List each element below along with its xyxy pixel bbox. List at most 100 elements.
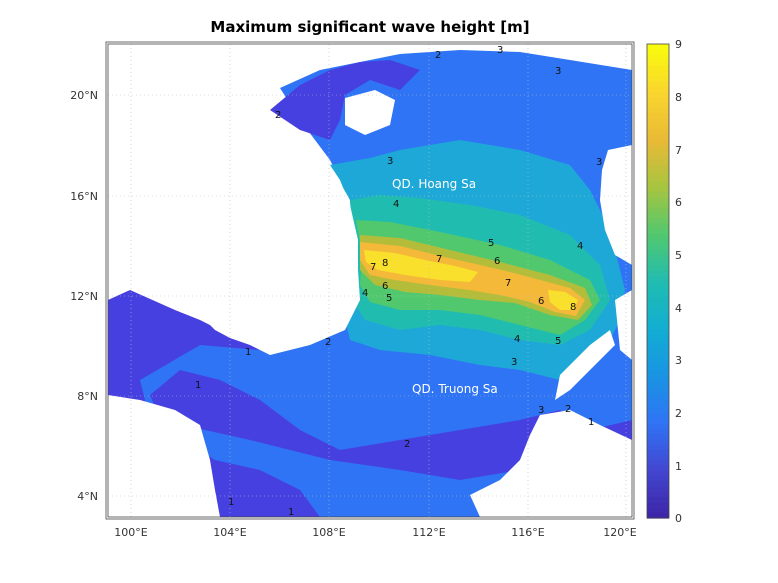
colorbar-cell [647, 386, 669, 393]
contour-label: 2 [275, 110, 281, 121]
colorbar-tick-label: 8 [675, 91, 682, 104]
colorbar-cell [647, 396, 669, 403]
colorbar-cell [647, 365, 669, 372]
colorbar-ticks: 0 1 2 3 4 5 6 7 8 9 [675, 38, 682, 525]
colorbar-tick-label: 1 [675, 460, 682, 473]
colorbar-cell [647, 439, 669, 445]
contour-label: 4 [393, 199, 399, 210]
colorbar-cell [647, 323, 669, 329]
colorbar-cell [647, 317, 669, 324]
colorbar-cell [647, 475, 669, 482]
colorbar-cell [647, 86, 669, 92]
colorbar-cell [647, 259, 669, 266]
colorbar-cell [647, 286, 669, 293]
contour-label: 1 [195, 380, 201, 391]
frame-inner [107, 43, 633, 518]
colorbar-tick-label: 7 [675, 144, 682, 157]
colorbar-cell [647, 49, 669, 56]
colorbar-cell [647, 96, 669, 103]
contour-label: 5 [555, 336, 561, 347]
land-china-south [300, 44, 632, 70]
land-hainan [345, 90, 395, 135]
colorbar-cell [647, 407, 669, 414]
contour-label: 6 [382, 281, 388, 292]
colorbar-cell [647, 75, 669, 82]
contour-label: 7 [505, 278, 511, 289]
colorbar-cell [647, 433, 669, 440]
colorbar-cell [647, 302, 669, 308]
colorbar-cell [647, 360, 669, 366]
colorbar-cell [647, 196, 669, 203]
contour-label: 4 [514, 334, 520, 345]
colorbar-cell [647, 228, 669, 235]
colorbar-cell [647, 44, 669, 50]
contour-label: 2 [404, 439, 410, 450]
colorbar-cell [647, 333, 669, 340]
x-tick-label: 100°E [114, 526, 147, 539]
colorbar-cell [647, 275, 669, 282]
contour-label: 1 [288, 507, 294, 518]
y-tick-label: 12°N [70, 290, 98, 303]
colorbar-cell [647, 233, 669, 240]
colorbar-cells [647, 44, 669, 519]
land-malay-peninsula [108, 395, 220, 517]
land-luzon [600, 145, 632, 265]
contour-label: 7 [370, 262, 376, 273]
colorbar-tick-label: 5 [675, 249, 682, 262]
colorbar-cell [647, 291, 669, 298]
contour-label: 8 [382, 258, 388, 269]
contour-label: 3 [538, 405, 544, 416]
colorbar-cell [647, 491, 669, 498]
colorbar-cell [647, 354, 669, 361]
contour-label: 2 [435, 50, 441, 61]
colorbar-cell [647, 123, 669, 129]
contour-label: 6 [494, 256, 500, 267]
contour-fill-8b [548, 290, 578, 310]
colorbar-cell [647, 249, 669, 256]
colorbar: 0 1 2 3 4 5 6 7 8 9 [646, 38, 682, 525]
frame-outer [105, 41, 635, 520]
colorbar-cell [647, 460, 669, 466]
colorbar-cell [647, 444, 669, 451]
map-title: Maximum significant wave height [m] [210, 18, 530, 36]
colorbar-cell [647, 186, 669, 193]
contour-label: 5 [386, 293, 392, 304]
contour-label: 5 [488, 238, 494, 249]
colorbar-cell [647, 207, 669, 214]
contour-label: 3 [497, 45, 503, 56]
x-axis: 100°E 104°E 108°E 112°E 116°E 120°E [114, 526, 636, 539]
land-indochina [108, 44, 360, 355]
x-tick-label: 120°E [603, 526, 636, 539]
colorbar-cell [647, 101, 669, 108]
colorbar-tick-label: 2 [675, 407, 682, 420]
y-tick-label: 20°N [70, 89, 98, 102]
colorbar-cell [647, 470, 669, 477]
colorbar-cell [647, 159, 669, 166]
colorbar-cell [647, 138, 669, 145]
colorbar-cell [647, 423, 669, 430]
colorbar-cell [647, 328, 669, 335]
colorbar-cell [647, 265, 669, 272]
land-palawan [555, 330, 615, 400]
colorbar-cell [647, 428, 669, 435]
y-tick-label: 4°N [77, 490, 98, 503]
contour-label: 1 [245, 347, 251, 358]
colorbar-cell [647, 312, 669, 319]
colorbar-cell [647, 91, 669, 98]
colorbar-cell [647, 349, 669, 356]
contour-label: 1 [588, 417, 594, 428]
contour-label: 3 [555, 66, 561, 77]
contour-label: 2 [565, 404, 571, 415]
colorbar-cell [647, 144, 669, 150]
colorbar-cell [647, 417, 669, 424]
colorbar-cell [647, 212, 669, 219]
colorbar-cell [647, 496, 669, 503]
colorbar-cell [647, 507, 669, 514]
colorbar-cell [647, 170, 669, 177]
colorbar-cell [647, 59, 669, 66]
colorbar-cell [647, 375, 669, 382]
contour-label: 3 [511, 357, 517, 368]
colorbar-cell [647, 412, 669, 419]
colorbar-cell [647, 133, 669, 140]
